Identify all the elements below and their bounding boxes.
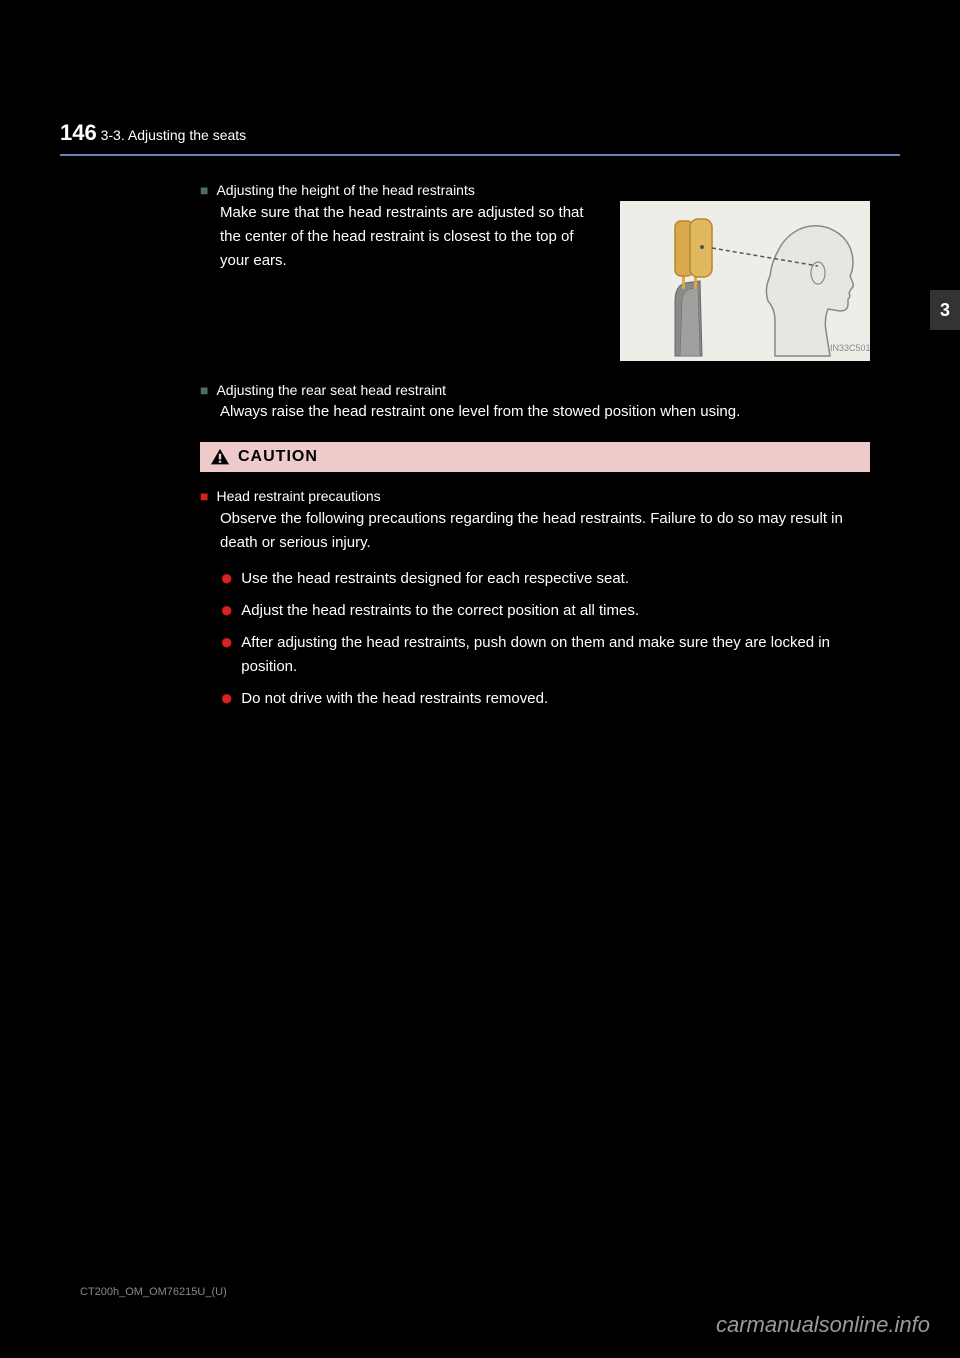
- bullet-text: Do not drive with the head restraints re…: [241, 687, 870, 711]
- section-heading-row: ■ Adjusting the height of the head restr…: [200, 181, 870, 201]
- section-heading-row: ■ Adjusting the rear seat head restraint: [200, 381, 870, 401]
- page-header: 146 3-3. Adjusting the seats: [60, 120, 900, 154]
- caution-content: ■ Head restraint precautions Observe the…: [200, 487, 870, 711]
- bullet-red-icon: ●: [220, 567, 233, 589]
- content-area: ■ Adjusting the height of the head restr…: [60, 181, 900, 711]
- section-heading-text: Adjusting the rear seat head restraint: [216, 381, 446, 401]
- bullet-red-icon: ●: [220, 599, 233, 621]
- bullet-text: After adjusting the head restraints, pus…: [241, 631, 870, 679]
- section-adjusting-height: ■ Adjusting the height of the head restr…: [200, 181, 870, 361]
- header-divider: [60, 154, 900, 156]
- section-title: Adjusting the seats: [128, 127, 246, 143]
- manual-page: 146 3-3. Adjusting the seats ■ Adjusting…: [0, 0, 960, 711]
- chapter-tab: 3: [930, 290, 960, 330]
- square-bullet-icon: ■: [200, 181, 208, 201]
- caution-banner: CAUTION: [200, 442, 870, 472]
- warning-triangle-icon: [210, 448, 230, 466]
- caution-bullet-item: ● Use the head restraints designed for e…: [200, 567, 870, 591]
- section-code: 3-3.: [101, 127, 125, 143]
- bullet-text: Use the head restraints designed for eac…: [241, 567, 870, 591]
- caution-intro-text: Observe the following precautions regard…: [200, 507, 870, 555]
- section-adjusting-rear: ■ Adjusting the rear seat head restraint…: [200, 381, 870, 425]
- section-body-text: Make sure that the head restraints are a…: [200, 201, 600, 361]
- caution-label: CAUTION: [238, 448, 318, 466]
- caution-bullet-item: ● After adjusting the head restraints, p…: [200, 631, 870, 679]
- square-bullet-red-icon: ■: [200, 487, 208, 507]
- caution-heading-text: Head restraint precautions: [216, 487, 380, 507]
- caution-heading-row: ■ Head restraint precautions: [200, 487, 870, 507]
- section-body-text: Always raise the head restraint one leve…: [200, 400, 870, 424]
- bullet-red-icon: ●: [220, 687, 233, 709]
- page-number: 146: [60, 120, 97, 145]
- bullet-text: Adjust the head restraints to the correc…: [241, 599, 870, 623]
- two-column-layout: Make sure that the head restraints are a…: [200, 201, 870, 361]
- page-number-block: 146 3-3. Adjusting the seats: [60, 120, 246, 146]
- image-code-label: IN33C501fs: [830, 343, 870, 353]
- caution-bullet-item: ● Adjust the head restraints to the corr…: [200, 599, 870, 623]
- footer-document-code: CT200h_OM_OM76215U_(U): [80, 1286, 227, 1298]
- square-bullet-icon: ■: [200, 381, 208, 401]
- headrest-illustration: IN33C501fs: [620, 201, 870, 361]
- footer-watermark: carmanualsonline.info: [716, 1312, 930, 1338]
- headrest-diagram-icon: IN33C501fs: [620, 201, 870, 361]
- caution-bullet-item: ● Do not drive with the head restraints …: [200, 687, 870, 711]
- bullet-red-icon: ●: [220, 631, 233, 653]
- section-heading-text: Adjusting the height of the head restrai…: [216, 181, 474, 201]
